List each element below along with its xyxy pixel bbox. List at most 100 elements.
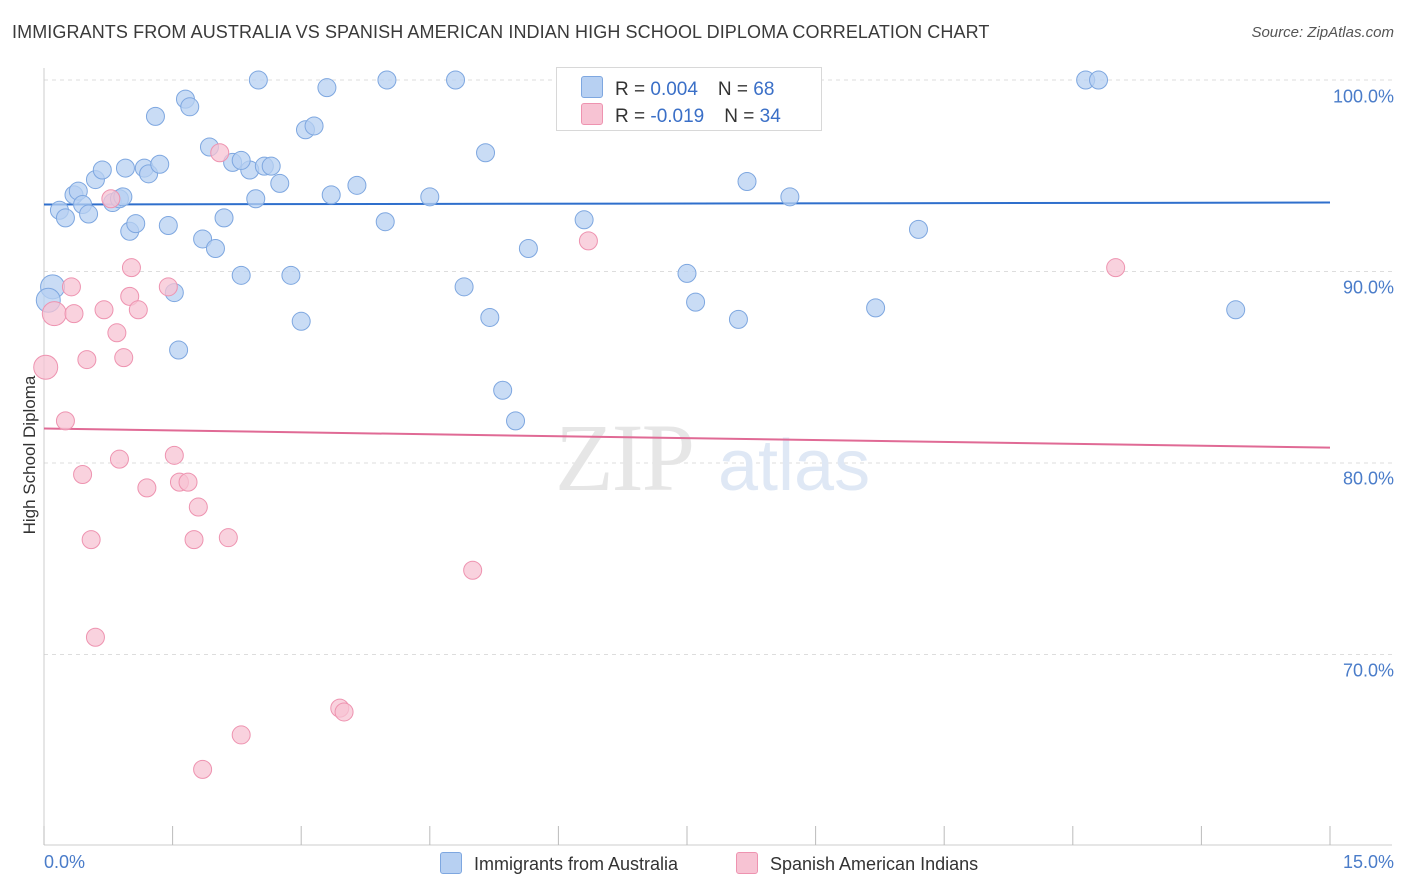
point-pink-1: [41, 301, 67, 327]
point-blue-42: [347, 175, 367, 195]
source-label: Source: ZipAtlas.com: [1251, 24, 1394, 41]
series-label-blue: Immigrants from Australia: [474, 854, 679, 874]
point-blue-48: [480, 307, 500, 327]
y-tick-label-100: 100.0%: [1332, 86, 1394, 107]
point-pink-4: [64, 304, 84, 324]
point-pink-12: [109, 449, 129, 469]
point-pink-18: [158, 277, 178, 297]
point-blue-24: [193, 229, 213, 249]
point-pink-8: [85, 627, 105, 647]
point-blue-43: [375, 212, 395, 232]
series-legend-pink: Spanish American Indians: [736, 852, 978, 875]
point-pink-14: [120, 286, 140, 306]
series-swatch-pink: [736, 852, 758, 874]
point-blue-61: [866, 298, 886, 318]
point-blue-12: [115, 158, 135, 178]
legend-blue-r-value: 0.004: [650, 79, 698, 100]
watermark: ZIP atlas: [555, 404, 870, 511]
point-pink-33: [1106, 258, 1126, 278]
point-pink-3: [61, 277, 81, 297]
point-pink-21: [178, 472, 198, 492]
point-blue-60: [780, 187, 800, 207]
point-blue-41: [321, 185, 341, 205]
point-pink-27: [231, 725, 251, 745]
point-pink-26: [218, 528, 238, 548]
point-blue-53: [574, 210, 594, 230]
point-pink-19: [164, 445, 184, 465]
point-blue-21: [145, 106, 165, 126]
point-blue-40: [317, 78, 337, 98]
point-blue-26: [205, 239, 225, 259]
point-blue-45: [420, 187, 440, 207]
series-legend-blue: Immigrants from Australia: [440, 852, 678, 875]
point-blue-3: [55, 208, 75, 228]
x-tick-label-max: 15.0%: [1342, 852, 1394, 872]
point-blue-57: [686, 292, 706, 312]
legend-pink-r-value: -0.019: [650, 106, 705, 127]
legend-blue-n-value: 68: [753, 79, 775, 100]
legend-blue-r-label: R =: [615, 79, 651, 100]
point-blue-23: [180, 97, 200, 117]
point-blue-29: [231, 265, 251, 285]
x-tick-label-min: 0.0%: [44, 852, 86, 872]
correlation-legend: R = 0.004 N = 68 R = -0.019 N = 34: [556, 67, 822, 131]
point-blue-49: [493, 380, 513, 400]
y-tick-label-90: 90.0%: [1342, 277, 1394, 298]
legend-row-blue: R = 0.004 N = 68: [581, 76, 774, 101]
trend-line-pink: [43, 427, 1331, 449]
point-blue-20: [169, 340, 189, 360]
point-pink-23: [188, 497, 208, 517]
point-blue-34: [270, 173, 290, 193]
y-axis-label: High School Diploma: [20, 375, 39, 535]
legend-blue-n-label: N =: [717, 79, 754, 100]
point-blue-59: [737, 171, 757, 191]
point-blue-7: [79, 204, 99, 224]
point-pink-10: [101, 189, 121, 209]
legend-pink-n-value: 34: [759, 106, 781, 127]
legend-pink-n-label: N =: [724, 106, 760, 127]
point-blue-52: [446, 70, 466, 90]
point-pink-13: [114, 348, 134, 368]
point-pink-6: [77, 350, 97, 370]
point-pink-2: [55, 411, 75, 431]
point-pink-9: [94, 300, 114, 320]
point-blue-44: [377, 70, 397, 90]
series-swatch-blue: [440, 852, 462, 874]
point-pink-16: [128, 300, 148, 320]
watermark-zip: ZIP: [555, 404, 693, 511]
y-tick-label-80: 80.0%: [1342, 468, 1394, 489]
legend-swatch-pink: [581, 103, 603, 125]
chart-title: IMMIGRANTS FROM AUSTRALIA VS SPANISH AME…: [12, 22, 990, 42]
legend-swatch-blue: [581, 76, 603, 98]
point-pink-11: [107, 323, 127, 343]
legend-row-pink: R = -0.019 N = 34: [581, 103, 781, 128]
point-blue-31: [246, 189, 266, 209]
series-label-pink: Spanish American Indians: [770, 854, 979, 874]
point-blue-17: [150, 154, 170, 174]
point-pink-17: [137, 478, 157, 498]
point-pink-22: [184, 530, 204, 550]
point-blue-47: [476, 143, 496, 163]
point-blue-35: [281, 265, 301, 285]
data-points: [33, 70, 1246, 779]
point-blue-64: [1089, 70, 1109, 90]
point-blue-58: [728, 309, 748, 329]
point-pink-31: [578, 231, 598, 251]
point-pink-7: [81, 530, 101, 550]
point-blue-38: [304, 116, 324, 136]
point-blue-46: [454, 277, 474, 297]
point-blue-62: [908, 219, 928, 239]
point-blue-9: [92, 160, 112, 180]
legend-pink-r-label: R =: [615, 106, 651, 127]
point-blue-18: [158, 216, 178, 236]
point-pink-15: [121, 258, 141, 278]
point-blue-50: [506, 411, 526, 431]
point-blue-33: [261, 156, 281, 176]
y-tick-label-70: 70.0%: [1342, 660, 1394, 681]
point-blue-39: [248, 70, 268, 90]
point-pink-0: [33, 354, 59, 380]
point-blue-66: [231, 150, 251, 170]
trend-line-blue: [43, 201, 1331, 206]
point-blue-27: [214, 208, 234, 228]
